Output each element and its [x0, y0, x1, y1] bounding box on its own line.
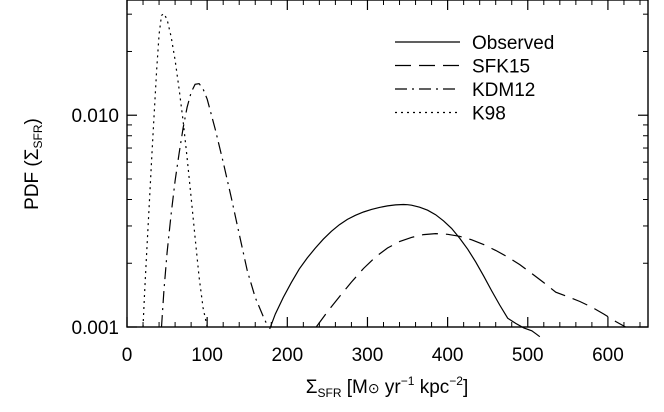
series-line-sfk15: [315, 232, 626, 328]
series-line-observed: [269, 203, 541, 338]
legend-label-sfk15: SFK15: [472, 57, 530, 78]
y-tick-label: 0.001: [71, 318, 119, 339]
x-tick-label: 200: [271, 345, 303, 366]
x-tick-label: 400: [432, 345, 464, 366]
y-tick-label: 0.010: [71, 106, 119, 127]
legend-label-kdm12: KDM12: [472, 80, 535, 101]
axis-ticks: 0 100 200 300 400 500 600 0.001 0.010: [71, 0, 648, 366]
series-line-k98: [142, 12, 208, 328]
x-tick-label: 600: [592, 345, 624, 366]
plot-frame: [126, 0, 649, 328]
x-tick-label: 300: [352, 345, 384, 366]
series-line-kdm12: [160, 82, 269, 328]
y-axis-title: PDF (ΣSFR): [22, 118, 45, 210]
legend-label-observed: Observed: [472, 33, 554, 54]
series-layer: [142, 12, 626, 338]
x-tick-label: 0: [122, 345, 133, 366]
x-tick-label: 500: [512, 345, 544, 366]
x-tick-label: 100: [191, 345, 223, 366]
legend-label-k98: K98: [472, 104, 506, 125]
x-axis-title: ΣSFR [M⊙ yr−1 kpc−2]: [306, 374, 469, 400]
